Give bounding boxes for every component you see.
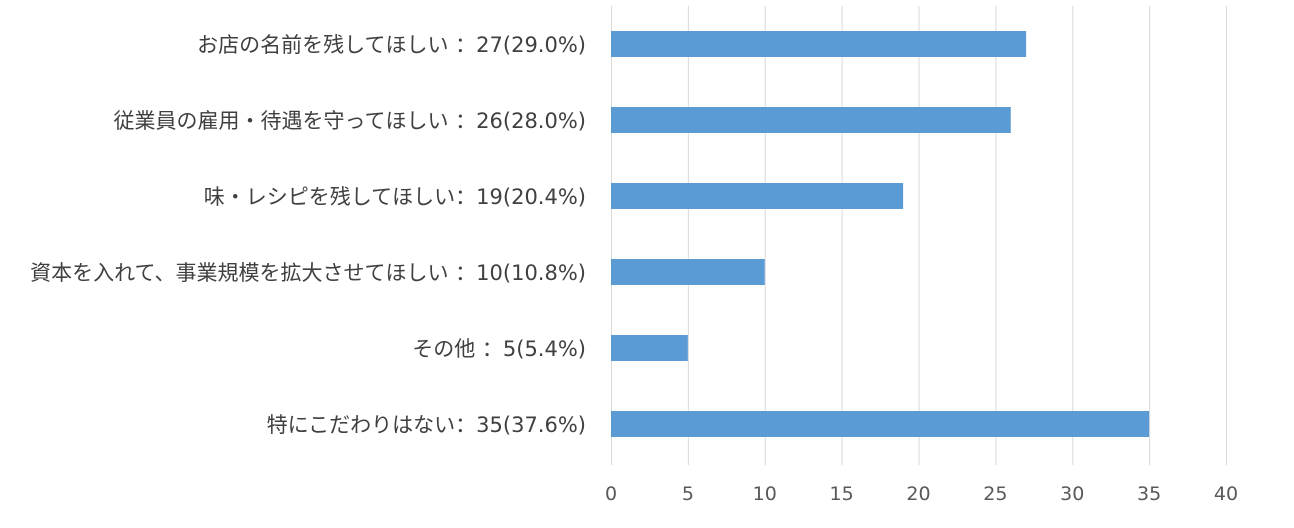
category-label: 従業員の雇用・待遇を守ってほしい ：26(28.0%) <box>114 109 586 133</box>
x-tick-label: 10 <box>753 483 777 505</box>
x-tick-label: 15 <box>830 483 854 505</box>
x-tick-label: 25 <box>983 483 1007 505</box>
x-tick-label: 35 <box>1137 483 1161 505</box>
x-tick-label: 5 <box>682 483 694 505</box>
category-label: その他 ：5(5.4%) <box>412 337 586 361</box>
bars <box>611 31 1150 437</box>
category-label: 味・レシピを残してほしい：19(20.4%) <box>204 185 586 209</box>
x-axis-tick-labels: 0 5 10 15 20 25 30 35 40 <box>605 483 1238 505</box>
category-label: 特にこだわりはない：35(37.6%) <box>267 413 586 437</box>
bar <box>611 411 1150 437</box>
bar <box>611 31 1027 57</box>
x-tick-label: 0 <box>605 483 617 505</box>
category-label: お店の名前を残してほしい ：27(29.0%) <box>197 33 586 57</box>
category-label: 資本を入れて、事業規模を拡大させてほしい ：10(10.8%) <box>30 261 586 285</box>
gridlines <box>611 6 1227 465</box>
x-tick-label: 20 <box>906 483 930 505</box>
category-labels: お店の名前を残してほしい ：27(29.0%) 従業員の雇用・待遇を守ってほしい … <box>30 33 586 437</box>
x-tick-label: 40 <box>1214 483 1238 505</box>
bar <box>611 259 765 285</box>
bar <box>611 183 904 209</box>
x-tick-label: 30 <box>1060 483 1084 505</box>
bar <box>611 107 1011 133</box>
bar <box>611 335 688 361</box>
